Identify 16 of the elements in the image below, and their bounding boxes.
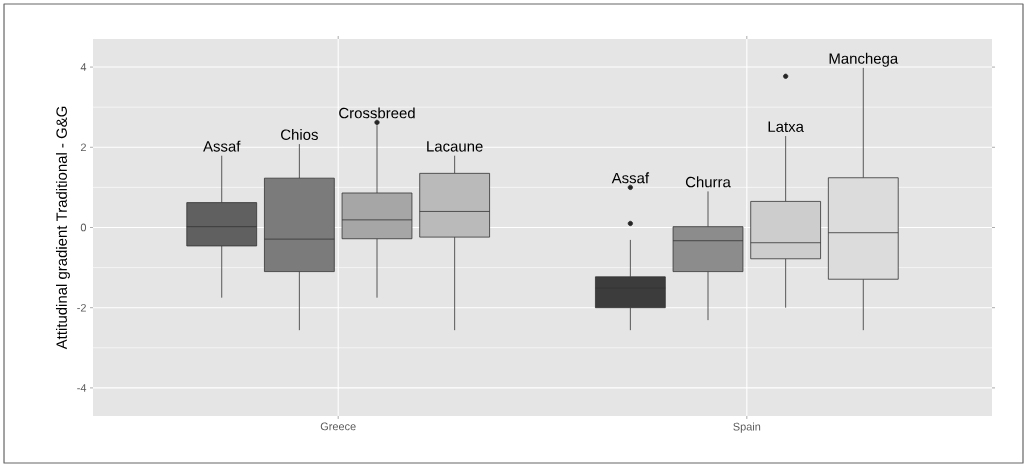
annotation: Latxa: [768, 121, 804, 132]
y-tick-label: -2: [77, 303, 86, 312]
annotation: Crossbreed: [339, 107, 415, 119]
y-axis-title: Attitudinal gradient Traditional - G&G: [55, 106, 70, 350]
annotation: Assaf: [611, 172, 650, 184]
x-tick-label: Greece: [320, 422, 356, 431]
y-tick-label: 0: [80, 223, 87, 232]
annotation: Assaf: [203, 140, 241, 152]
y-tick-label: -4: [77, 384, 87, 392]
y-tick-label: 2: [80, 143, 86, 152]
annotation: Chios: [281, 129, 318, 141]
annotation: Churra: [685, 176, 731, 188]
x-tick-label: Spain: [733, 422, 761, 433]
annotation: Lacaune: [427, 141, 483, 152]
y-tick-label: 4: [80, 63, 87, 71]
annotation: Manchega: [829, 52, 899, 67]
